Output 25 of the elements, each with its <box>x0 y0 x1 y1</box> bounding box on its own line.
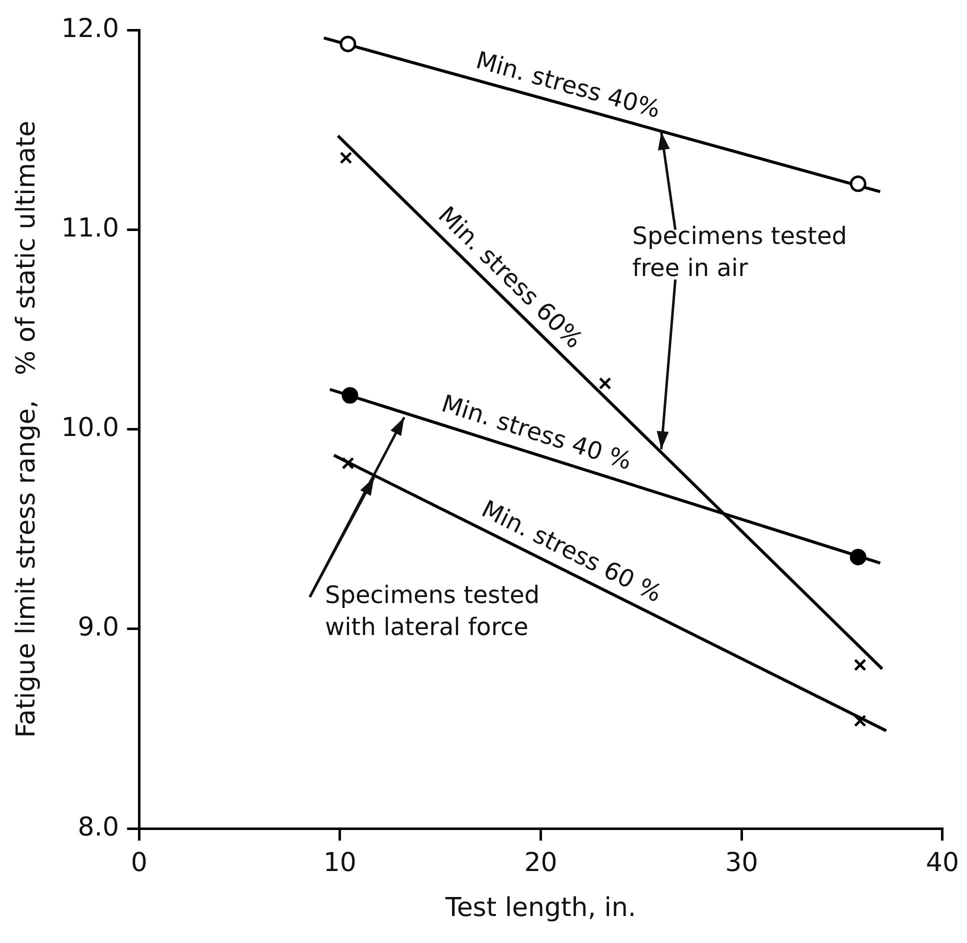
x-tick-label: 30 <box>725 848 758 878</box>
point <box>342 457 354 470</box>
point <box>340 36 356 52</box>
y-tick-label: 12.0 <box>61 14 120 44</box>
point <box>850 175 866 192</box>
point <box>854 714 866 727</box>
annotation: Min. stress 40% <box>472 46 664 124</box>
y-tick-label: 10.0 <box>61 413 120 444</box>
annotation: Specimens tested with lateral force <box>324 581 540 642</box>
point <box>340 152 352 164</box>
point <box>850 548 866 566</box>
y-axis-title: Fatigue limit stress range, % of static ultimate <box>11 120 42 738</box>
y-tick-label: 9.0 <box>78 612 120 643</box>
x-tick-label: 40 <box>926 848 960 878</box>
x-tick-label: 10 <box>323 848 356 878</box>
x-tick-label: 0 <box>130 848 148 878</box>
point <box>598 377 612 390</box>
point <box>342 387 358 404</box>
annotation: Min. stress 40 % <box>438 389 635 476</box>
x-axis-title: Test length, in. <box>444 893 636 924</box>
annotation: Specimens tested free in air <box>632 222 847 282</box>
x-tick-label: 20 <box>524 848 558 878</box>
point <box>854 658 866 672</box>
y-tick-label: 11.0 <box>61 213 120 244</box>
y-tick-label: 8.0 <box>78 812 120 842</box>
